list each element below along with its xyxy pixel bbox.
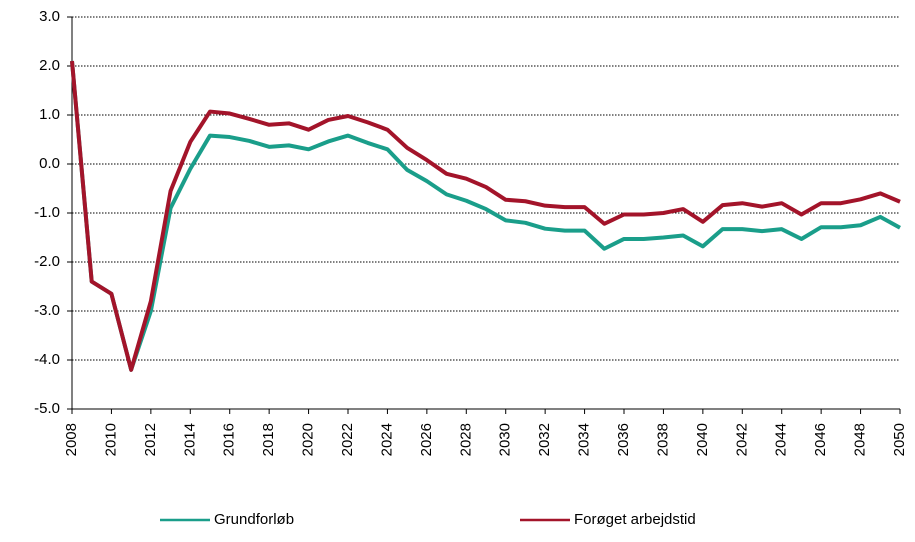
y-tick-label: -1.0 xyxy=(34,204,60,221)
y-tick-label: 3.0 xyxy=(39,8,60,25)
x-tick-label: 2008 xyxy=(63,423,80,456)
y-tick-label: -4.0 xyxy=(34,351,60,368)
legend-label: Forøget arbejdstid xyxy=(574,511,696,528)
y-tick-label: -5.0 xyxy=(34,400,60,417)
x-tick-label: 2026 xyxy=(418,423,435,456)
x-tick-label: 2036 xyxy=(615,423,632,456)
x-tick-label: 2022 xyxy=(339,423,356,456)
x-tick-label: 2014 xyxy=(181,423,198,456)
x-tick-label: 2016 xyxy=(221,423,238,456)
x-tick-label: 2050 xyxy=(891,423,908,456)
x-tick-label: 2046 xyxy=(812,423,829,456)
y-tick-label: 2.0 xyxy=(39,57,60,74)
x-tick-label: 2034 xyxy=(576,423,593,456)
line-series xyxy=(70,60,901,372)
x-tick-label: 2020 xyxy=(300,423,317,456)
x-tick-label: 2028 xyxy=(457,423,474,456)
x-tick-label: 2032 xyxy=(536,423,553,456)
y-tick-label: -2.0 xyxy=(34,253,60,270)
x-tick-label: 2024 xyxy=(378,423,395,456)
y-tick-label: 0.0 xyxy=(39,155,60,172)
x-tick-label: 2018 xyxy=(260,423,277,456)
x-tick-label: 2030 xyxy=(497,423,514,456)
y-tick-label: 1.0 xyxy=(39,106,60,123)
y-tick-label: -3.0 xyxy=(34,302,60,319)
x-tick-label: 2042 xyxy=(733,423,750,456)
x-tick-label: 2038 xyxy=(654,423,671,456)
legend-label: Grundforløb xyxy=(214,511,294,528)
x-tick-label: 2044 xyxy=(773,423,790,456)
x-tick-label: 2040 xyxy=(694,423,711,456)
x-tick-label: 2048 xyxy=(852,423,869,456)
line-series xyxy=(70,60,901,372)
x-tick-label: 2012 xyxy=(142,423,159,456)
x-tick-label: 2010 xyxy=(102,423,119,456)
